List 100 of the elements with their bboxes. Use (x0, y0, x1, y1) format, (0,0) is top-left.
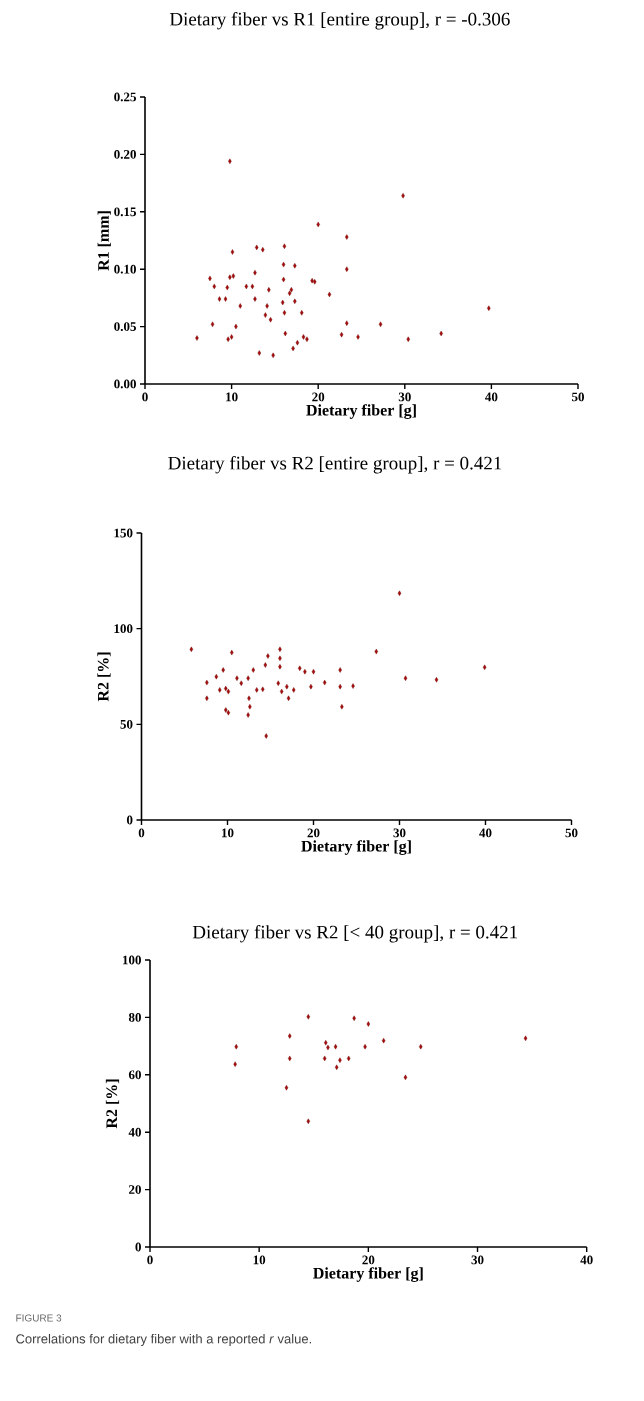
point (322, 679, 327, 686)
text: Correlations for dietary fiber with a reported r value. (16, 1333, 312, 1347)
x-tick-label: 50 (565, 828, 578, 838)
point (311, 669, 316, 675)
point (338, 1057, 342, 1063)
point (239, 680, 243, 686)
y-tick-label: 40 (128, 1127, 141, 1137)
point (229, 334, 234, 340)
point (248, 704, 252, 710)
point (301, 334, 306, 340)
point (282, 243, 287, 249)
point (246, 675, 250, 681)
point (238, 303, 242, 309)
y-tick-label: 20 (129, 1185, 141, 1194)
point (281, 261, 286, 268)
point (271, 352, 275, 358)
x-tick-label: 30 (393, 828, 406, 838)
point (298, 665, 302, 671)
point (278, 664, 282, 670)
y-tick-label: 0.25 (114, 92, 136, 102)
point (305, 336, 309, 342)
point (303, 669, 307, 675)
y-axis-title: R1 [mm] (97, 211, 111, 271)
point (345, 320, 349, 326)
point (265, 303, 269, 309)
point (223, 296, 228, 302)
point (346, 1055, 351, 1062)
x-tick-label: 30 (471, 1255, 484, 1265)
x-tick-label: 40 (580, 1255, 593, 1265)
point (224, 707, 228, 713)
point (251, 667, 255, 673)
point (268, 317, 273, 323)
x-tick-label: 10 (222, 828, 234, 838)
point (381, 1037, 386, 1044)
point (233, 1061, 237, 1067)
y-tick-label: 60 (128, 1070, 141, 1080)
point (226, 709, 231, 716)
point (279, 688, 284, 695)
x-tick-label: 40 (485, 392, 498, 402)
point (221, 667, 225, 673)
point (263, 312, 268, 318)
point (403, 1074, 408, 1081)
point (434, 677, 439, 683)
point (264, 733, 268, 739)
point (286, 695, 291, 702)
point (338, 667, 342, 673)
point (306, 1014, 310, 1020)
point (293, 263, 297, 269)
point (403, 675, 408, 681)
point (257, 350, 262, 356)
y-axis-title: R2 [%] (97, 652, 111, 702)
point (397, 590, 402, 596)
point (244, 283, 249, 290)
point (334, 1064, 339, 1071)
point (292, 687, 296, 693)
point (487, 305, 491, 311)
caption: FIGURE 3 (16, 1314, 62, 1322)
x-axis-title: Dietary fiber [g] (306, 404, 416, 419)
point (235, 675, 239, 681)
point (276, 680, 280, 686)
y-tick-label: 150 (114, 528, 133, 538)
y-tick-label: 0.00 (114, 379, 136, 389)
point (217, 296, 222, 302)
point (210, 321, 215, 327)
x-tick-label: 20 (362, 1255, 375, 1265)
y-tick-label: 100 (114, 624, 133, 634)
point (228, 158, 232, 164)
chart-title: Dietary fiber vs R2 [entire group], r = 0.421 (168, 455, 502, 474)
point (366, 1021, 371, 1027)
point (280, 299, 285, 306)
y-tick-label: 0.10 (114, 264, 136, 274)
point (306, 1118, 310, 1124)
x-tick-label: 20 (307, 828, 320, 838)
x-tick-label: 10 (253, 1255, 266, 1265)
point (266, 653, 270, 659)
point (339, 331, 344, 338)
point (340, 704, 344, 710)
x-axis-title: Dietary fiber [g] (301, 840, 411, 855)
point (327, 291, 332, 298)
point (246, 712, 250, 718)
x-tick-label: 20 (312, 392, 325, 402)
point (356, 334, 360, 340)
y-axis-title: R2 [%] (105, 1079, 120, 1129)
point (406, 336, 410, 342)
point (288, 1033, 292, 1039)
y-tick-label: 0.20 (114, 149, 136, 159)
point (250, 283, 255, 290)
x-axis-title: Dietary fiber [g] (313, 1267, 423, 1282)
y-tick-label: 0 (135, 1242, 141, 1252)
x-tick-label: 10 (226, 392, 238, 402)
point (300, 310, 304, 316)
y-tick-label: 80 (128, 1013, 141, 1022)
point (189, 646, 194, 653)
y-tick-label: 100 (123, 955, 141, 965)
x-tick-label: 30 (398, 392, 411, 402)
point (267, 287, 271, 293)
y-tick-label: 50 (120, 719, 133, 729)
point (218, 687, 222, 693)
chart-title: Dietary fiber vs R1 [entire group], r = -0.306 (169, 11, 510, 30)
y-tick-label: 0.15 (114, 207, 136, 217)
